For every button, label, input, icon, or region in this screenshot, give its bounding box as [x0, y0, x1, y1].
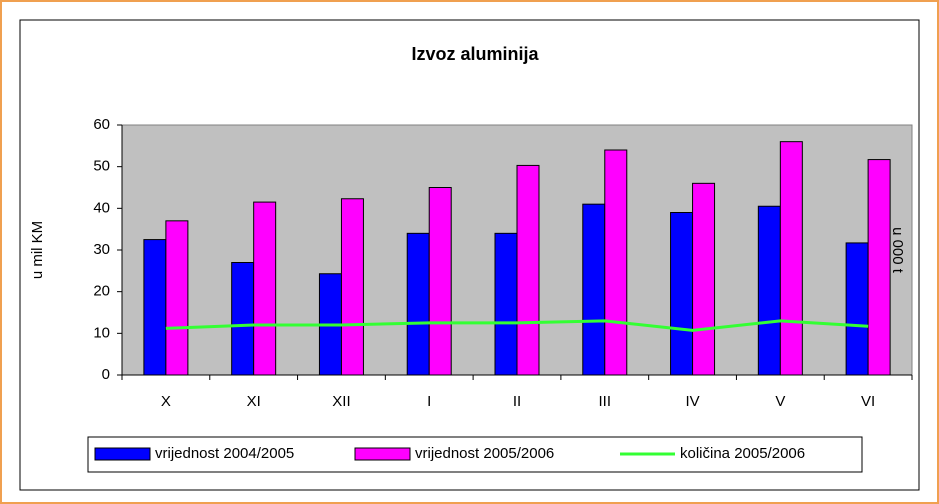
bar [867, 159, 891, 376]
legend-label: količina 2005/2006 [680, 445, 805, 462]
bar [165, 220, 189, 376]
x-tick-label: I [427, 393, 431, 410]
y2-axis-label: u 000 t [889, 227, 906, 274]
bar [845, 242, 869, 376]
x-tick-label: X [161, 393, 171, 410]
x-tick-label: XII [332, 393, 350, 410]
bar [604, 149, 628, 376]
bar [494, 232, 518, 376]
y-tick-label: 40 [93, 199, 110, 216]
line [165, 319, 869, 332]
legend-swatch [354, 447, 411, 461]
bar [779, 141, 803, 376]
x-tick-label: VI [861, 393, 875, 410]
x-tick-label: IV [685, 393, 699, 410]
legend-swatch [94, 447, 151, 461]
y-tick-label: 30 [93, 241, 110, 258]
y-tick-label: 50 [93, 158, 110, 175]
legend-label: vrijednost 2005/2006 [415, 445, 554, 462]
x-tick-label: II [513, 393, 521, 410]
bar [231, 262, 255, 376]
bar [143, 239, 167, 376]
bar [692, 182, 716, 376]
legend-label: vrijednost 2004/2005 [155, 445, 294, 462]
legend [87, 436, 863, 473]
y-tick-label: 20 [93, 283, 110, 300]
x-tick-label: III [599, 393, 612, 410]
bar [340, 198, 364, 376]
bar [253, 201, 277, 376]
bar [670, 212, 694, 376]
bar [582, 203, 606, 376]
y-tick-label: 10 [93, 324, 110, 341]
y-tick-label: 0 [102, 366, 110, 383]
bar [428, 187, 452, 376]
y-axis-label: u mil KM [29, 221, 46, 279]
bar [516, 164, 540, 376]
chart-title: Izvoz aluminija [411, 44, 539, 64]
y-tick-label: 60 [93, 116, 110, 133]
x-tick-label: V [775, 393, 785, 410]
bar [406, 232, 430, 376]
x-tick-label: XI [247, 393, 261, 410]
bar [757, 205, 781, 376]
